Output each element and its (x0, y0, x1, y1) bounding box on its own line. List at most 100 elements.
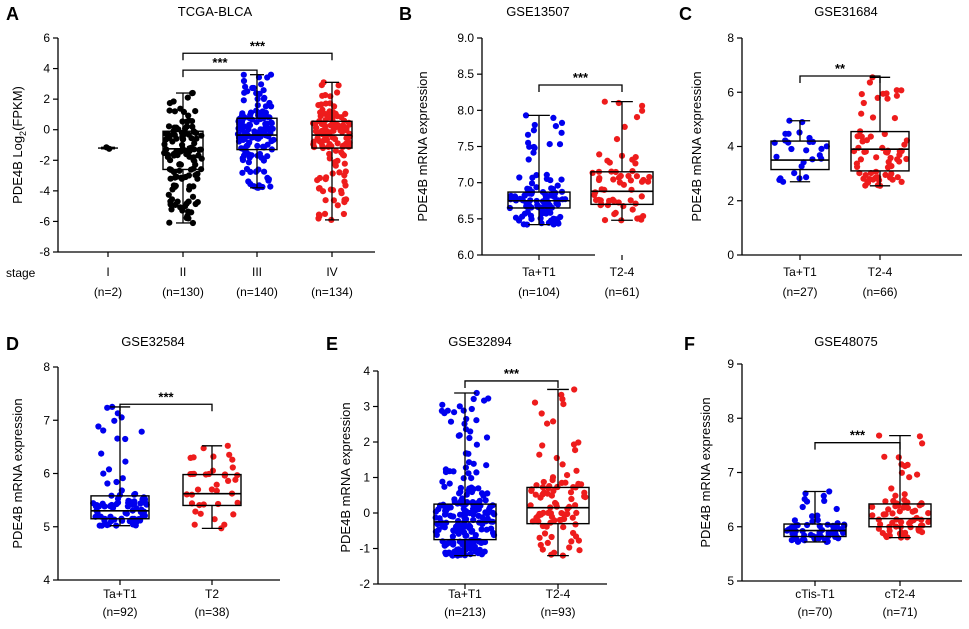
data-point (546, 483, 552, 489)
data-point (241, 78, 247, 84)
data-point (166, 192, 172, 198)
data-point (245, 142, 251, 148)
data-point (442, 524, 448, 530)
data-point (122, 459, 128, 465)
data-point (100, 427, 106, 433)
data-point (342, 161, 348, 167)
data-point (215, 501, 221, 507)
data-point (802, 496, 808, 502)
data-point (639, 108, 645, 114)
data-point (249, 152, 255, 158)
significance-label: ** (835, 61, 846, 76)
data-point (463, 416, 469, 422)
data-point (892, 493, 898, 499)
data-point (555, 221, 561, 227)
data-point (531, 144, 537, 150)
data-point (884, 96, 890, 102)
data-point (314, 177, 320, 183)
data-point (463, 450, 469, 456)
data-point (169, 186, 175, 192)
significance-label: *** (573, 70, 589, 85)
data-point (625, 173, 631, 179)
data-point (319, 82, 325, 88)
data-point (185, 215, 191, 221)
data-point (553, 123, 559, 129)
data-point (550, 418, 556, 424)
data-point (571, 386, 577, 392)
data-point (789, 537, 795, 543)
x-count-label: (n=213) (444, 605, 486, 619)
data-point (477, 547, 483, 553)
data-point (451, 549, 457, 555)
data-point (526, 202, 532, 208)
data-point (906, 474, 912, 480)
data-point (870, 114, 876, 120)
significance-label: *** (850, 428, 866, 443)
x-tick-label: cT2-4 (885, 587, 916, 601)
y-axis-label: PDE4B mRNA expression (689, 71, 704, 221)
data-point (122, 436, 128, 442)
data-point (887, 528, 893, 534)
data-point (338, 188, 344, 194)
y-tick-label: 0 (727, 248, 734, 262)
data-point (629, 157, 635, 163)
data-point (534, 202, 540, 208)
panel-e: E GSE32894-2-101234PDE4B mRNA expressionT… (326, 334, 607, 619)
data-point (906, 520, 912, 526)
data-point (183, 150, 189, 156)
data-point (114, 501, 120, 507)
y-tick-label: 6.5 (457, 212, 474, 226)
data-point (190, 194, 196, 200)
data-point (167, 108, 173, 114)
data-point (264, 153, 270, 159)
data-point (883, 149, 889, 155)
data-point (334, 158, 340, 164)
data-point (343, 135, 349, 141)
y-tick-label: 4 (43, 573, 50, 587)
data-point (614, 136, 620, 142)
data-point (238, 122, 244, 128)
y-tick-label: 9 (727, 357, 734, 371)
data-point (448, 419, 454, 425)
data-point (861, 100, 867, 106)
data-point (199, 156, 205, 162)
data-point (443, 466, 449, 472)
data-point (876, 433, 882, 439)
y-tick-label: 5 (43, 520, 50, 534)
data-point (335, 202, 341, 208)
data-point (176, 168, 182, 174)
data-point (525, 209, 531, 215)
significance-label: *** (504, 366, 520, 381)
data-point (859, 134, 865, 140)
x-count-label: (n=130) (162, 285, 204, 299)
data-point (455, 518, 461, 524)
x-tick-label: T2 (205, 587, 219, 601)
x-count-label: (n=92) (102, 605, 137, 619)
data-point (111, 418, 117, 424)
y-tick-label: 3 (363, 400, 370, 414)
data-point (513, 215, 519, 221)
data-point (596, 177, 602, 183)
data-point (441, 484, 447, 490)
y-tick-label: 0 (43, 123, 50, 137)
chart-title: GSE48075 (814, 334, 878, 349)
data-point (869, 504, 875, 510)
data-point (322, 123, 328, 129)
data-point (253, 119, 259, 125)
data-point (545, 540, 551, 546)
data-point (195, 487, 201, 493)
data-point (113, 479, 119, 485)
data-point (166, 220, 172, 226)
y-tick-label: 8.5 (457, 67, 474, 81)
data-point (791, 170, 797, 176)
data-point (570, 515, 576, 521)
data-point (540, 547, 546, 553)
data-point (544, 172, 550, 178)
x-tick-label: Ta+T1 (448, 587, 482, 601)
panel-b: B GSE135076.06.57.07.58.08.59.0PDE4B mRNA… (399, 4, 653, 299)
data-point (549, 534, 555, 540)
x-tick-label: Ta+T1 (522, 265, 556, 279)
data-point (561, 516, 567, 522)
y-tick-label: -4 (39, 184, 50, 198)
y-tick-label: 0 (363, 506, 370, 520)
